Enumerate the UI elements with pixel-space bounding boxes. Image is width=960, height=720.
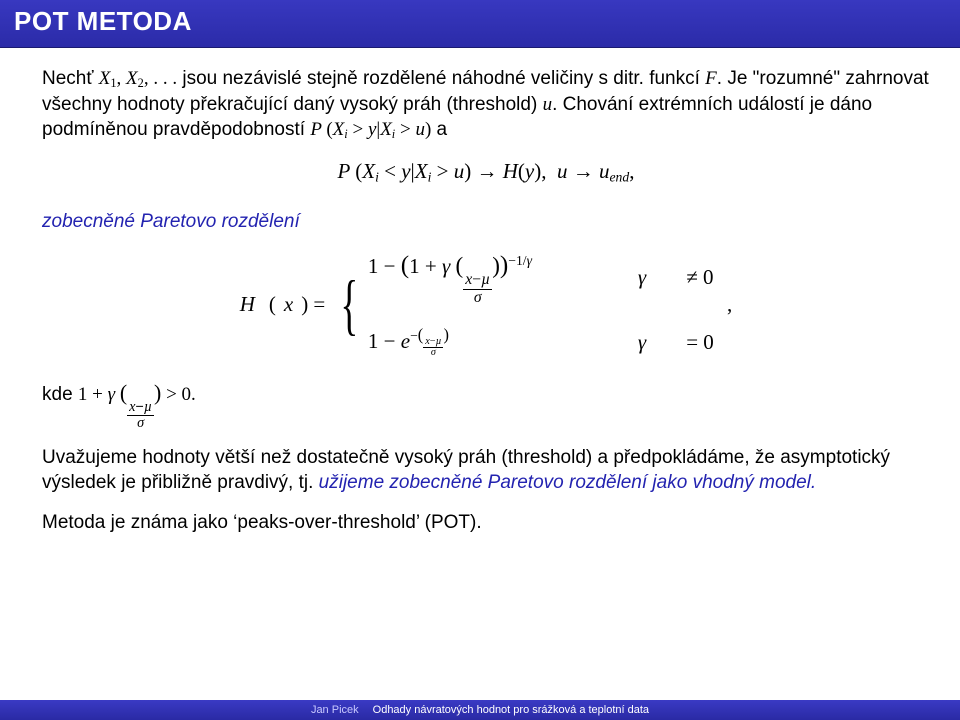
pot-line-text: Metoda je známa jako ‘peaks-over-thresho… — [42, 512, 482, 533]
title-bar: POT METODA — [0, 0, 960, 48]
discussion-b: užijeme zobecněné Paretovo rozdělení jak… — [319, 472, 816, 493]
where-prefix: kde — [42, 384, 78, 405]
intro-text-1: Nechť — [42, 68, 99, 89]
footer-author: Jan Picek — [311, 704, 359, 716]
intro-text-5: a — [431, 119, 447, 140]
gpd-heading: zobecněné Paretovo rozdělení — [42, 209, 930, 235]
cond-u: u — [415, 119, 425, 140]
slide: POT METODA Nechť X1, X2, . . . jsou nezá… — [0, 0, 960, 720]
slide-title: POT METODA — [14, 6, 192, 36]
slide-content: Nechť X1, X2, . . . jsou nezávislé stejn… — [0, 48, 960, 558]
left-brace-icon: { — [341, 270, 359, 338]
display-limit: P (Xi < y|Xi > u) → H(y), u → uend, — [42, 157, 930, 187]
footer-bar: Jan Picek Odhady návratových hodnot pro … — [0, 700, 960, 720]
where-line: kde 1 + γ (x−µσ) > 0. — [42, 379, 930, 431]
cond-Xi2: X — [380, 119, 392, 140]
discussion-paragraph: Uvažujeme hodnoty větší než dostatečně v… — [42, 445, 930, 496]
case-1: 1 − (1 + γ (x−µσ))−1/γ γ ≠ 0 — [368, 249, 714, 307]
var-F: F — [705, 68, 717, 89]
cond-P: P — [310, 119, 326, 140]
cases-block: 1 − (1 + γ (x−µσ))−1/γ γ ≠ 0 1 − e−(x−µσ… — [368, 249, 714, 359]
footer-title: Odhady návratových hodnot pro srážková a… — [373, 704, 649, 716]
gpd-heading-text: zobecněné Paretovo rozdělení — [42, 211, 300, 232]
cond-gt2: > — [395, 119, 415, 140]
dots: , . . . — [144, 68, 177, 89]
where-gt0: > 0. — [161, 384, 195, 405]
var-x2: X — [126, 68, 138, 89]
intro-paragraph: Nechť X1, X2, . . . jsou nezávislé stejn… — [42, 66, 930, 143]
comma1: , — [117, 68, 127, 89]
case-2: 1 − e−(x−µσ) γ = 0 — [368, 324, 714, 359]
var-x1: X — [99, 68, 111, 89]
cond-Xi: X — [333, 119, 345, 140]
display-cases: H(x) = { 1 − (1 + γ (x−µσ))−1/γ γ ≠ 0 1 … — [42, 249, 930, 359]
cond-gt: > — [348, 119, 368, 140]
var-u: u — [543, 94, 553, 115]
pot-line: Metoda je známa jako ‘peaks-over-thresho… — [42, 510, 930, 536]
intro-text-2: jsou nezávislé stejně rozdělené náhodné … — [177, 68, 705, 89]
